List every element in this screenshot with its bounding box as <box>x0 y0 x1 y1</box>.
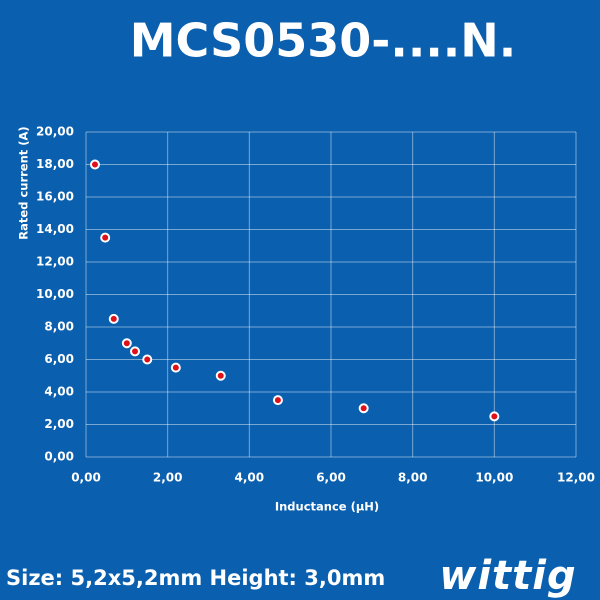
y-tick-label: 10,00 <box>36 287 74 301</box>
footer-text: Size: 5,2x5,2mm Height: 3,0mm <box>6 566 385 590</box>
y-tick-label: 14,00 <box>36 222 74 236</box>
data-point <box>121 338 132 349</box>
y-axis-title: Rated current (A) <box>17 126 31 239</box>
x-tick-label: 8,00 <box>398 471 428 485</box>
data-point <box>489 411 500 422</box>
x-tick-label: 4,00 <box>235 471 265 485</box>
x-tick-label: 10,00 <box>475 471 513 485</box>
chart-title: MCS0530-....N. <box>130 14 517 68</box>
data-point <box>100 232 111 243</box>
x-tick-label: 2,00 <box>153 471 183 485</box>
data-point <box>130 346 140 357</box>
y-tick-label: 18,00 <box>36 157 74 171</box>
y-tick-label: 4,00 <box>44 385 74 399</box>
logo: wittig <box>439 553 576 599</box>
x-tick-label: 12,00 <box>557 471 595 485</box>
y-tick-label: 2,00 <box>44 417 74 431</box>
data-point <box>170 362 181 373</box>
data-point <box>358 403 369 414</box>
x-tick-label: 0,00 <box>71 471 101 485</box>
y-tick-label: 16,00 <box>36 190 74 204</box>
y-tick-label: 20,00 <box>36 125 74 139</box>
y-tick-label: 12,00 <box>36 255 74 269</box>
y-tick-label: 6,00 <box>44 352 74 366</box>
data-point <box>215 370 226 381</box>
data-point <box>89 159 100 170</box>
data-point <box>108 313 119 324</box>
data-point <box>272 395 283 406</box>
y-tick-label: 8,00 <box>44 320 74 334</box>
data-point <box>142 354 153 365</box>
x-tick-label: 6,00 <box>316 471 346 485</box>
x-axis-title: Inductance (µH) <box>275 500 379 514</box>
y-tick-label: 0,00 <box>44 450 74 464</box>
